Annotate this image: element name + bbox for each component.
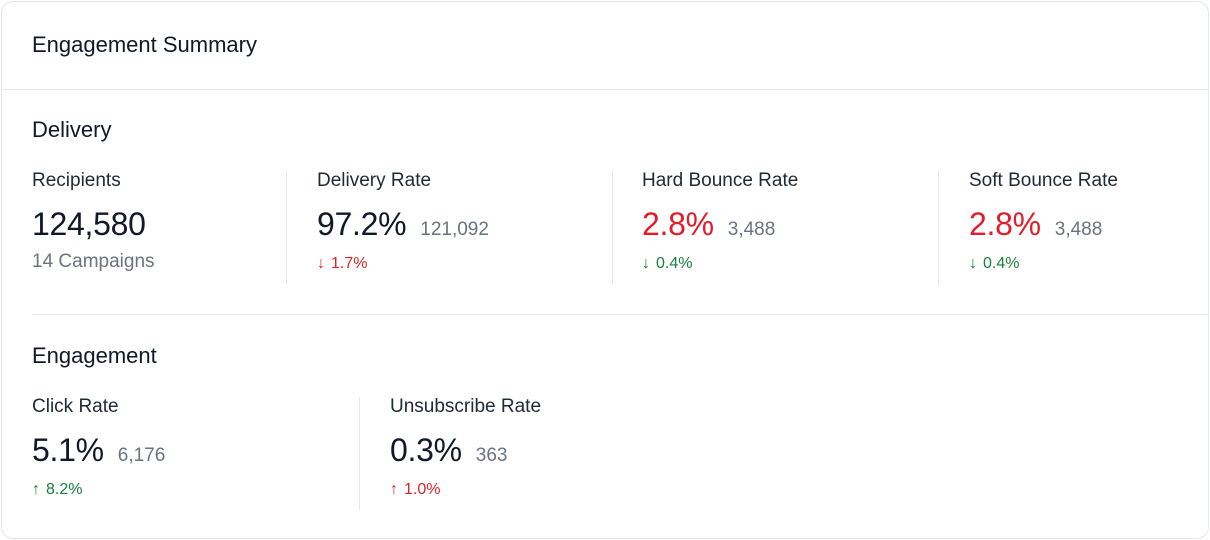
delivery-rate-label: Delivery Rate — [317, 170, 432, 191]
hard-bounce-change: ↓ 0.4% — [642, 255, 693, 272]
arrow-down-icon: ↓ — [642, 255, 650, 272]
unsubscribe-rate-change: ↑ 1.0% — [390, 481, 441, 498]
unsubscribe-rate-value: 0.3% — [390, 432, 462, 468]
engagement-section: Engagement Click Rate 5.1% 6,176 ↑ 8.2% … — [32, 316, 1208, 538]
click-rate-value: 5.1% — [32, 432, 104, 468]
soft-bounce-value: 2.8% — [969, 206, 1041, 242]
arrow-up-icon: ↑ — [32, 481, 40, 498]
recipients-label: Recipients — [32, 170, 121, 191]
soft-bounce-count: 3,488 — [1054, 219, 1103, 240]
engagement-section-title: Engagement — [32, 343, 157, 368]
delivery-section-title: Delivery — [32, 117, 112, 142]
metric-divider — [359, 397, 360, 510]
recipients-campaigns: 14 Campaigns — [32, 251, 155, 272]
delivery-section: Delivery Recipients 124,580 14 Campaigns… — [32, 90, 1208, 315]
card-header: Engagement Summary — [2, 2, 1208, 90]
delivery-rate-change: ↓ 1.7% — [317, 255, 368, 272]
metric-divider — [612, 171, 613, 284]
metric-divider — [938, 171, 939, 284]
click-rate-change: ↑ 8.2% — [32, 481, 83, 498]
delivery-rate-value: 97.2% — [317, 206, 407, 242]
unsubscribe-rate-label: Unsubscribe Rate — [390, 396, 542, 417]
soft-bounce-metric: Soft Bounce Rate 2.8% 3,488 ↓ 0.4% — [969, 170, 1118, 273]
arrow-down-icon: ↓ — [969, 255, 977, 272]
hard-bounce-value: 2.8% — [642, 206, 714, 242]
click-rate-count: 6,176 — [117, 445, 166, 466]
recipients-value: 124,580 — [32, 206, 146, 242]
arrow-up-icon: ↑ — [390, 481, 398, 498]
hard-bounce-metric: Hard Bounce Rate 2.8% 3,488 ↓ 0.4% — [642, 170, 798, 273]
click-rate-metric: Click Rate 5.1% 6,176 ↑ 8.2% — [32, 396, 165, 499]
soft-bounce-label: Soft Bounce Rate — [969, 170, 1118, 191]
hard-bounce-label: Hard Bounce Rate — [642, 170, 799, 191]
click-rate-label: Click Rate — [32, 396, 119, 417]
unsubscribe-rate-metric: Unsubscribe Rate 0.3% 363 ↑ 1.0% — [390, 396, 541, 499]
recipients-metric: Recipients 124,580 14 Campaigns — [32, 170, 155, 273]
unsubscribe-rate-count: 363 — [475, 445, 508, 466]
card-title: Engagement Summary — [32, 31, 257, 57]
hard-bounce-count: 3,488 — [727, 219, 776, 240]
metric-divider — [286, 171, 287, 284]
soft-bounce-change: ↓ 0.4% — [969, 255, 1020, 272]
delivery-rate-metric: Delivery Rate 97.2% 121,092 ↓ 1.7% — [317, 170, 489, 273]
delivery-rate-count: 121,092 — [420, 219, 489, 240]
arrow-down-icon: ↓ — [317, 255, 325, 272]
